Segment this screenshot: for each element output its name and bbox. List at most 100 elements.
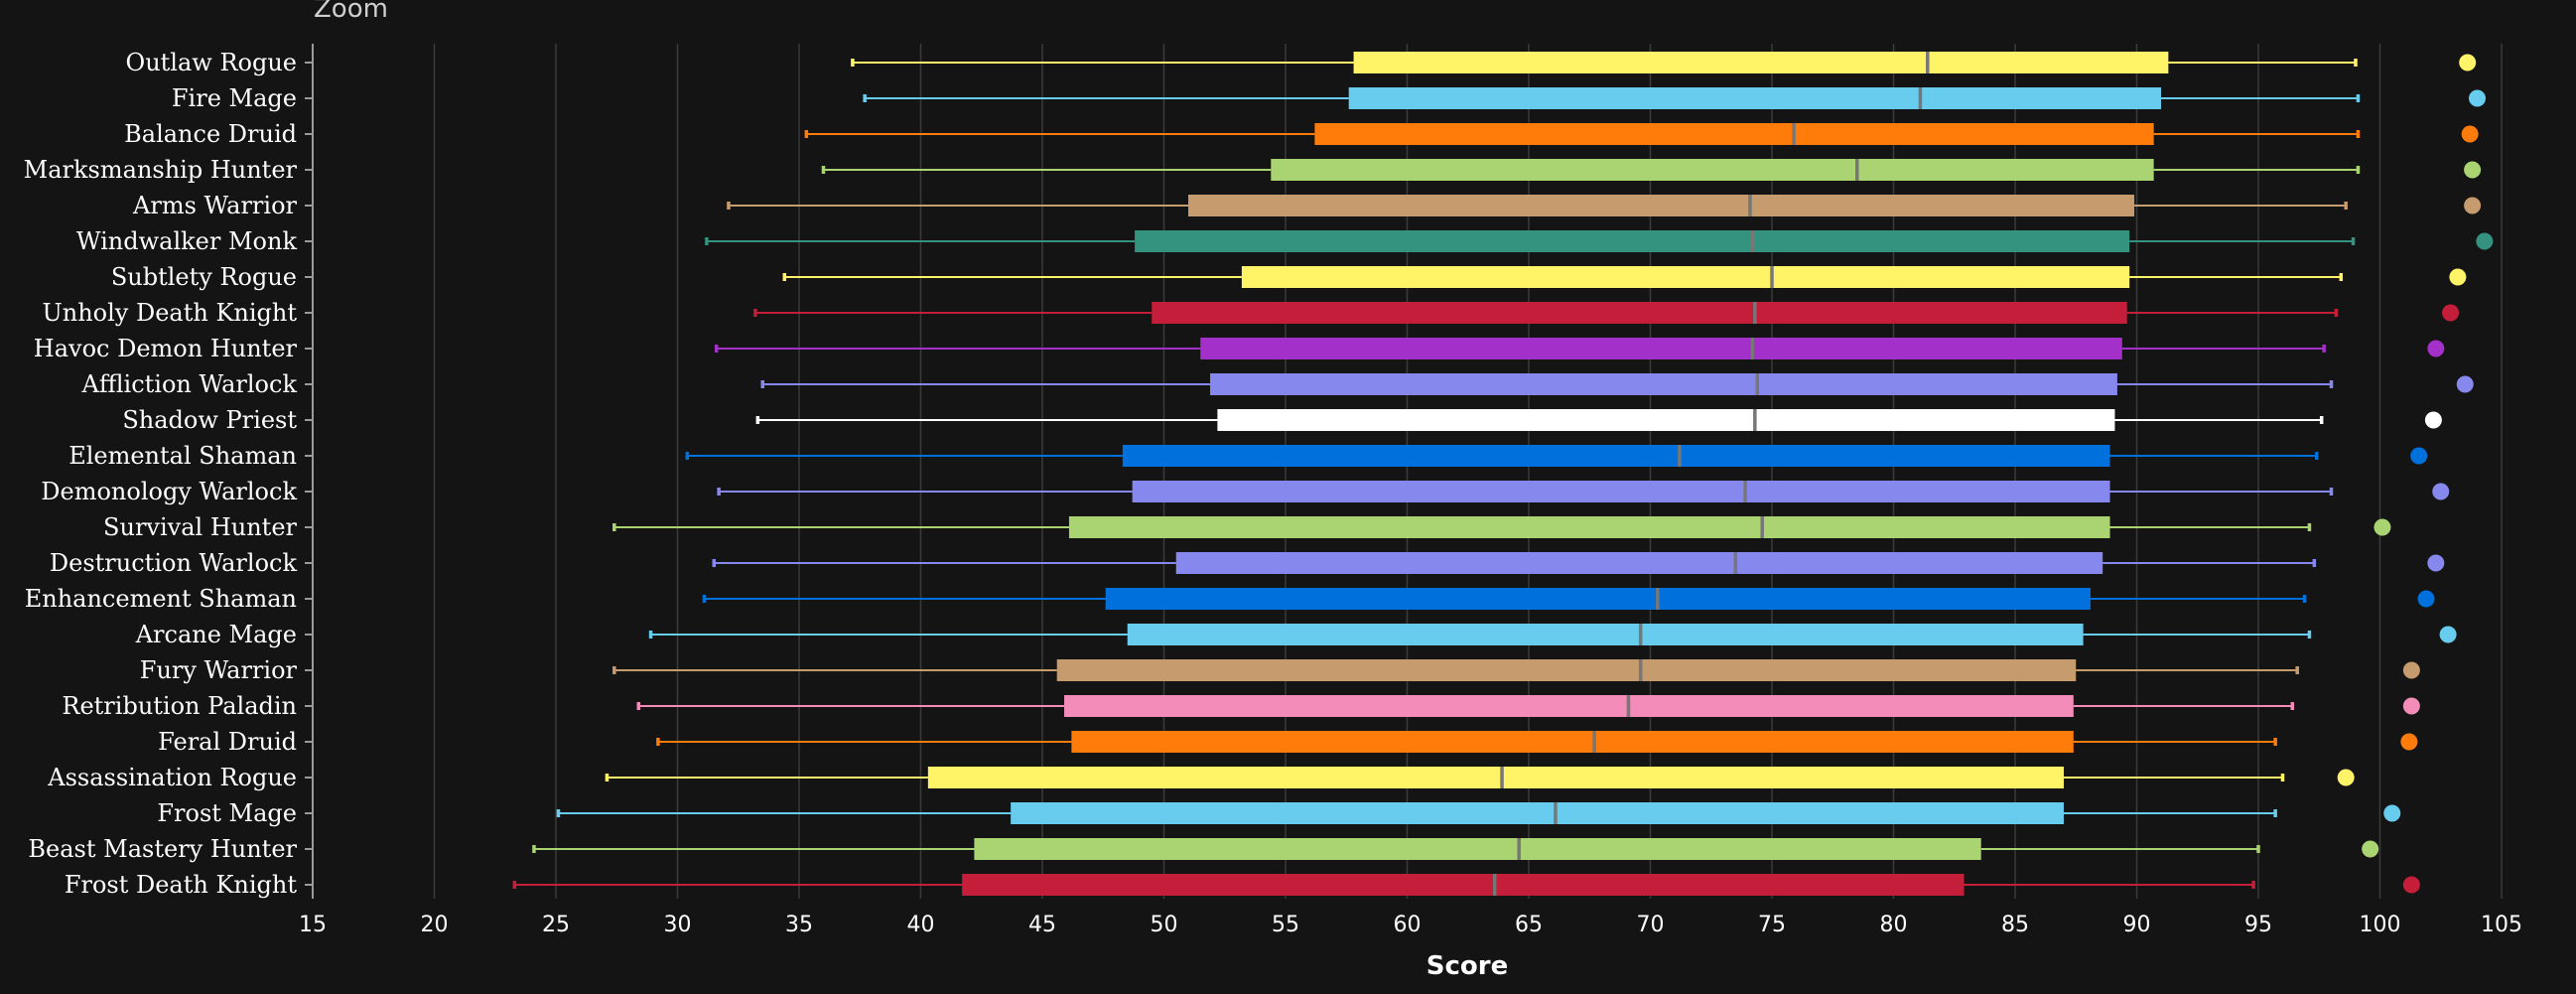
x-tick-label-30: 30 <box>664 913 692 937</box>
outlier-point <box>2424 411 2442 429</box>
x-tick-label-95: 95 <box>2244 913 2272 937</box>
outlier-point <box>2402 876 2420 894</box>
box-22 <box>556 802 2401 824</box>
outlier-point <box>2464 161 2482 179</box>
outlier-point <box>2337 769 2355 786</box>
category-label-4: Marksmanship Hunter <box>24 156 298 184</box>
outlier-point <box>2439 626 2457 643</box>
box-body <box>1127 624 2084 645</box>
box-body <box>1314 123 2154 145</box>
outlier-point <box>2476 232 2494 250</box>
box-body <box>1271 159 2154 181</box>
outlier-point <box>2432 483 2450 500</box>
box-12 <box>685 445 2428 467</box>
box-body <box>1353 52 2169 73</box>
box-body <box>1071 731 2074 753</box>
category-label-20: Feral Druid <box>158 728 297 756</box>
category-label-19: Retribution Paladin <box>62 692 297 720</box>
box-body <box>1122 445 2110 467</box>
x-tick-label-80: 80 <box>1880 913 1908 937</box>
category-label-2: Fire Mage <box>172 84 297 112</box>
outlier-point <box>2442 304 2460 322</box>
x-tick-label-75: 75 <box>1758 913 1786 937</box>
category-label-7: Subtlety Rogue <box>111 263 297 291</box>
x-tick-label-65: 65 <box>1515 913 1543 937</box>
box-body <box>1135 230 2130 252</box>
outlier-point <box>2410 447 2428 465</box>
box-10 <box>760 373 2474 395</box>
outlier-point <box>2461 125 2479 143</box>
zoom-label[interactable]: Zoom <box>314 0 388 24</box>
box-19 <box>636 695 2420 717</box>
x-tick-label-60: 60 <box>1394 913 1422 937</box>
box-body <box>1200 338 2122 359</box>
outlier-point <box>2362 840 2379 858</box>
box-body <box>962 874 1965 896</box>
category-label-6: Windwalker Monk <box>76 227 298 255</box>
boxes <box>512 52 2494 896</box>
category-label-5: Arms Warrior <box>132 192 297 219</box>
x-tick-label-100: 100 <box>2360 913 2401 937</box>
box-body <box>1348 87 2161 109</box>
category-label-15: Destruction Warlock <box>50 549 298 577</box>
x-tick-label-15: 15 <box>299 913 327 937</box>
box-5 <box>727 195 2482 216</box>
outlier-point <box>2427 340 2445 357</box>
box-body <box>1011 802 2064 824</box>
category-label-23: Beast Mastery Hunter <box>28 835 297 863</box>
box-3 <box>804 123 2479 145</box>
category-labels: Outlaw Rogue Fire Mage Balance Druid Marksm… <box>24 49 298 899</box>
category-label-12: Elemental Shaman <box>68 442 297 470</box>
category-label-18: Fury Warrior <box>140 656 298 684</box>
box-body <box>1152 302 2127 324</box>
category-label-16: Enhancement Shaman <box>25 585 297 613</box>
outlier-point <box>2456 375 2474 393</box>
x-tick-label-50: 50 <box>1151 913 1178 937</box>
x-tick-label-45: 45 <box>1028 913 1056 937</box>
outlier-point <box>2469 89 2486 107</box>
box-body <box>1175 552 2103 574</box>
x-tick-label-85: 85 <box>2001 913 2029 937</box>
box-11 <box>755 409 2442 431</box>
outlier-point <box>2417 590 2435 608</box>
outlier-point <box>2373 518 2391 536</box>
x-axis-title: Score <box>1426 951 1508 981</box>
box-20 <box>656 731 2418 753</box>
category-label-3: Balance Druid <box>124 120 297 148</box>
box-body <box>1064 695 2074 717</box>
y-axis <box>305 44 314 899</box>
x-tick-label-90: 90 <box>2123 913 2151 937</box>
box-body <box>1210 373 2117 395</box>
box-9 <box>714 338 2445 359</box>
box-8 <box>753 302 2460 324</box>
outlier-point <box>2402 697 2420 715</box>
x-tick-label-105: 105 <box>2481 913 2522 937</box>
category-label-10: Affliction Warlock <box>80 370 297 398</box>
box-16 <box>702 588 2435 610</box>
category-label-8: Unholy Death Knight <box>43 299 298 327</box>
box-14 <box>612 516 2391 538</box>
box-body <box>1241 266 2130 288</box>
grid-lines <box>433 44 2503 899</box>
x-tick-label-55: 55 <box>1272 913 1299 937</box>
box-7 <box>782 266 2467 288</box>
x-tick-label-35: 35 <box>785 913 813 937</box>
x-tick-labels: 15 20 25 30 35 40 45 50 55 60 65 70 75 80 85 90 95 100 105 <box>299 913 2522 937</box>
x-tick-label-70: 70 <box>1637 913 1665 937</box>
box-15 <box>712 552 2445 574</box>
x-tick-label-40: 40 <box>907 913 935 937</box>
category-label-13: Demonology Warlock <box>41 478 297 505</box>
box-body <box>1188 195 2135 216</box>
box-24 <box>512 874 2420 896</box>
category-label-21: Assassination Rogue <box>47 764 297 791</box>
box-body <box>1068 516 2110 538</box>
outlier-point <box>2464 197 2482 214</box>
box-body <box>1105 588 2091 610</box>
box-2 <box>863 87 2486 109</box>
box-18 <box>612 659 2420 681</box>
category-label-24: Frost Death Knight <box>65 871 298 899</box>
x-tick-label-20: 20 <box>421 913 449 937</box>
category-label-11: Shadow Priest <box>122 406 297 434</box>
box-17 <box>648 624 2457 645</box>
